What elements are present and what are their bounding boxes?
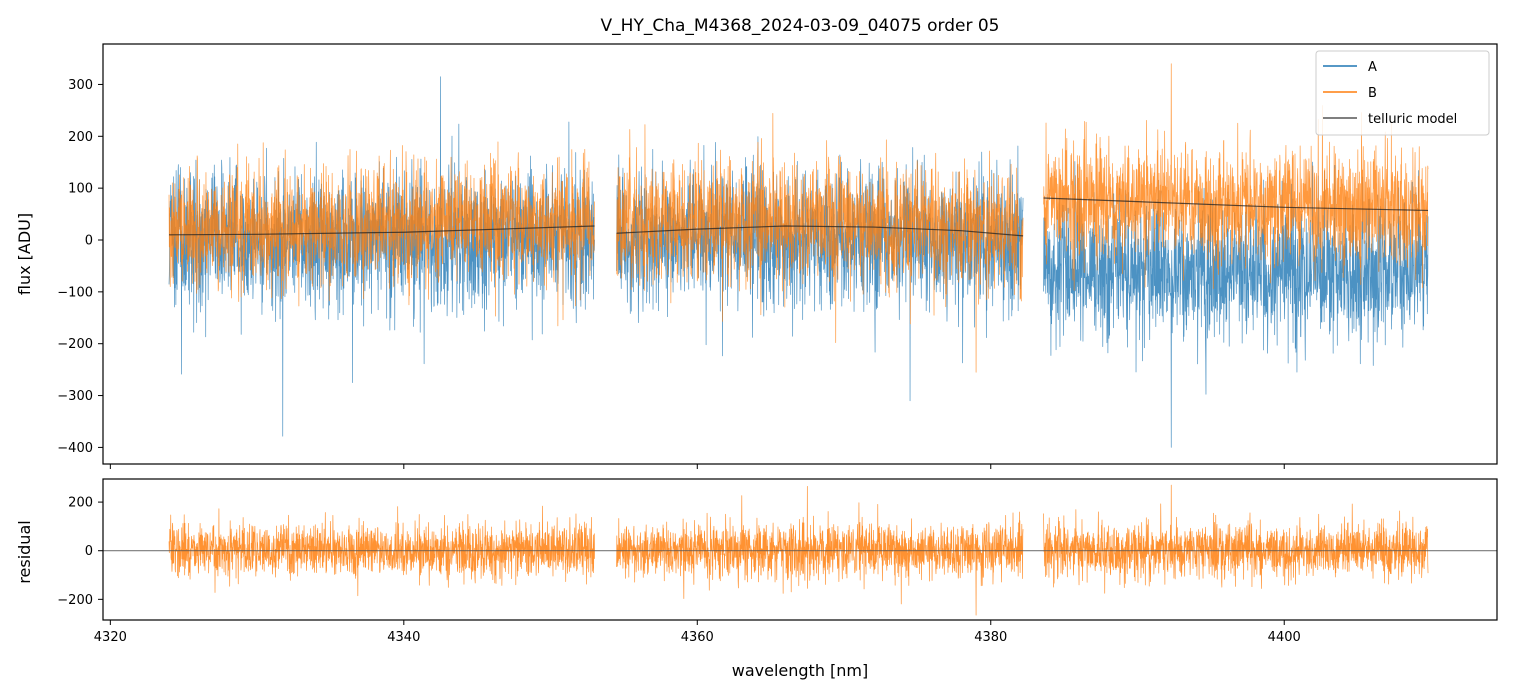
top-plot-area bbox=[168, 63, 1429, 448]
y-tick-label: −300 bbox=[57, 389, 93, 404]
bottom-x-axis: 4320 4340 4360 4380 4400 bbox=[94, 620, 1301, 645]
y-tick-label: −100 bbox=[57, 285, 93, 300]
y-tick-label: 200 bbox=[68, 496, 93, 511]
y-tick-label: −200 bbox=[57, 337, 93, 352]
y-tick-label: −400 bbox=[57, 441, 93, 456]
series-b-residual-line bbox=[168, 484, 1429, 616]
bottom-y-axis: 200 0 −200 bbox=[57, 496, 103, 608]
top-axes-frame bbox=[102, 43, 1498, 465]
y-tick-label: −200 bbox=[57, 593, 93, 608]
series-b-line bbox=[168, 63, 1429, 373]
y-tick-label: 200 bbox=[68, 130, 93, 145]
x-tick-label: 4320 bbox=[94, 630, 127, 645]
top-y-axis-label: flux [ADU] bbox=[15, 213, 34, 295]
series-telluric-model-line bbox=[169, 197, 1429, 237]
x-tick-label: 4380 bbox=[974, 630, 1007, 645]
bottom-panel: 200 0 −200 4320 4340 4360 4380 4400 residual w… bbox=[15, 478, 1498, 680]
bottom-plot-area bbox=[103, 484, 1497, 616]
chart-title: V_HY_Cha_M4368_2024-03-09_04075 order 05 bbox=[601, 16, 1000, 36]
bottom-axes-frame bbox=[102, 478, 1498, 621]
x-axis-label: wavelength [nm] bbox=[732, 661, 869, 680]
y-tick-label: 300 bbox=[68, 78, 93, 93]
top-y-axis: 300 200 100 0 −100 −200 −300 −400 bbox=[57, 78, 103, 456]
legend-label-telluric: telluric model bbox=[1368, 112, 1457, 127]
x-tick-label: 4400 bbox=[1268, 630, 1301, 645]
y-tick-label: 0 bbox=[85, 234, 93, 249]
top-x-axis bbox=[109, 464, 1285, 469]
x-tick-label: 4340 bbox=[387, 630, 420, 645]
legend-box bbox=[1315, 50, 1490, 136]
legend: A B telluric model bbox=[1315, 50, 1490, 136]
top-panel: 300 200 100 0 −100 −200 −300 −400 flux [ADU] bbox=[15, 43, 1498, 469]
x-tick-label: 4360 bbox=[681, 630, 714, 645]
y-tick-label: 0 bbox=[85, 544, 93, 559]
y-tick-label: 100 bbox=[68, 182, 93, 197]
bottom-y-axis-label: residual bbox=[15, 520, 34, 583]
legend-label-a: A bbox=[1368, 60, 1377, 75]
legend-label-b: B bbox=[1368, 86, 1377, 101]
